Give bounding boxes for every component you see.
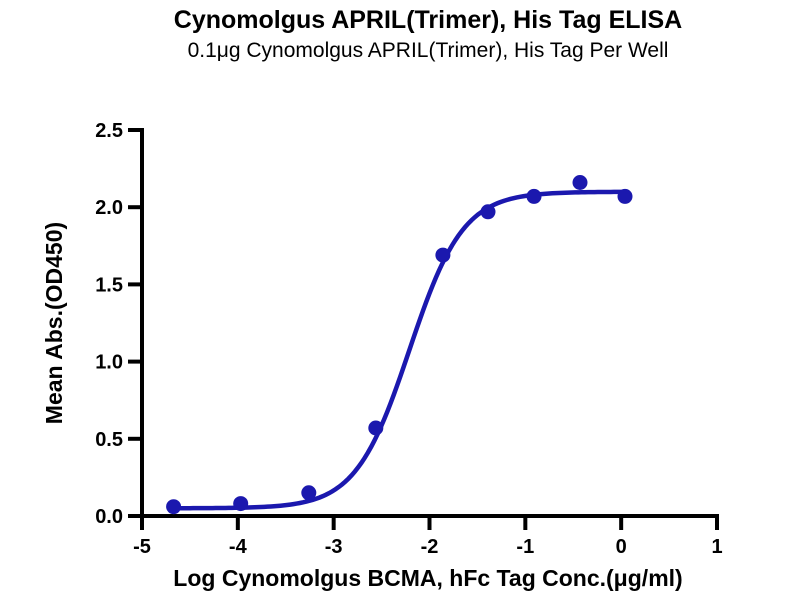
chart-title: Cynomolgus APRIL(Trimer), His Tag ELISA bbox=[174, 6, 682, 34]
data-point bbox=[435, 247, 451, 263]
y-tick-label: 2.5 bbox=[95, 120, 123, 142]
x-tick-label: 1 bbox=[711, 536, 722, 558]
y-tick-label: 0.0 bbox=[95, 506, 123, 528]
x-tick-label: -5 bbox=[133, 536, 151, 558]
y-tick-label: 1.0 bbox=[95, 352, 123, 374]
data-point bbox=[233, 496, 249, 512]
chart-subtitle: 0.1μg Cynomolgus APRIL(Trimer), His Tag … bbox=[188, 39, 669, 62]
y-tick-label: 2.0 bbox=[95, 197, 123, 219]
data-series bbox=[166, 175, 633, 515]
data-point bbox=[526, 188, 542, 204]
data-point bbox=[617, 188, 633, 204]
x-tick-label: 0 bbox=[616, 536, 627, 558]
data-point bbox=[301, 485, 317, 501]
axes: -5 -4 -3 -2 -1 0 1 0.0 0.5 1.0 1.5 2.0 2.5 bbox=[95, 120, 722, 558]
x-tick-label: -4 bbox=[229, 536, 248, 558]
y-axis-label: Mean Abs.(OD450) bbox=[41, 222, 67, 424]
data-point bbox=[368, 420, 384, 436]
y-tick-label: 0.5 bbox=[95, 429, 123, 451]
x-tick-label: -1 bbox=[516, 536, 534, 558]
y-tick-label: 1.5 bbox=[95, 274, 123, 296]
data-point bbox=[480, 204, 496, 220]
data-point bbox=[572, 175, 588, 190]
fit-curve bbox=[171, 189, 630, 511]
data-point bbox=[166, 499, 182, 515]
x-axis-label: Log Cynomolgus BCMA, hFc Tag Conc.(μg/ml… bbox=[173, 565, 682, 591]
x-tick-label: -2 bbox=[421, 536, 439, 558]
x-tick-label: -3 bbox=[325, 536, 343, 558]
